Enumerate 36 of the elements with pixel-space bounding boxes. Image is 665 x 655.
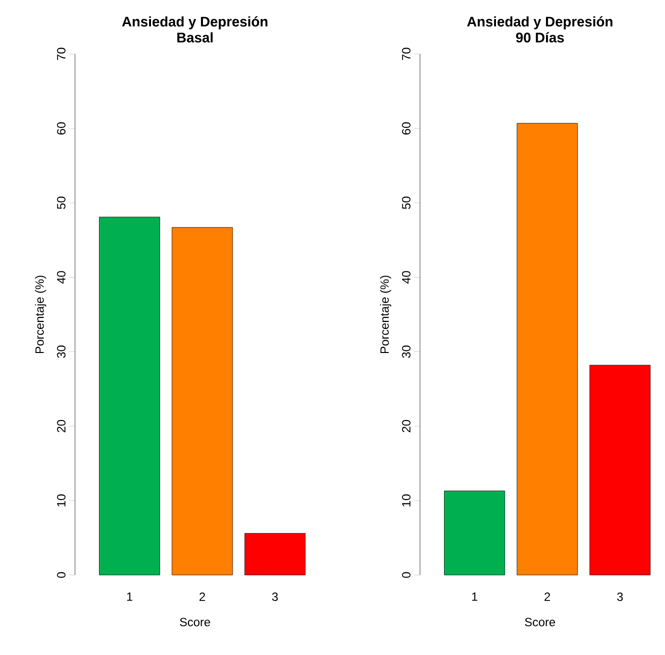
chart-title: Ansiedad y Depresión	[467, 16, 612, 30]
x-tick-label: 3	[617, 592, 623, 601]
x-tick-label: 1	[472, 592, 478, 601]
bar	[516, 123, 578, 576]
y-tick-label: 0	[402, 572, 410, 578]
chart-subtitle: 90 Días	[516, 32, 564, 43]
y-tick-label: 20	[57, 420, 66, 432]
bar	[590, 364, 650, 576]
y-axis-title: Porcentaje (%)	[380, 276, 392, 354]
chart-subtitle: Basal	[177, 32, 213, 43]
bar	[244, 533, 306, 576]
chart-title: Ansiedad y Depresión	[122, 16, 268, 30]
y-tick-label: 70	[402, 48, 410, 60]
x-axis-title: Score	[524, 618, 556, 626]
y-tick-label: 60	[402, 122, 410, 134]
y-tick-label: 10	[57, 494, 66, 506]
y-tick-label: 30	[402, 346, 410, 358]
y-tick-label: 0	[57, 572, 66, 578]
y-tick-label: 40	[57, 271, 66, 284]
y-tick-label: 70	[57, 48, 66, 60]
y-tick-label: 60	[57, 122, 66, 134]
bar	[444, 490, 506, 576]
x-tick-label: 2	[544, 592, 550, 601]
x-tick-label: 3	[272, 592, 278, 601]
y-tick-label: 40	[402, 271, 410, 284]
bar	[172, 227, 233, 576]
x-tick-label: 1	[127, 592, 132, 601]
y-tick-label: 30	[57, 346, 66, 358]
y-tick-label: 50	[57, 196, 66, 210]
x-tick-label: 2	[200, 592, 205, 601]
y-tick-label: 10	[402, 494, 410, 506]
y-axis-title: Porcentaje (%)	[35, 276, 46, 354]
y-tick-label: 20	[402, 420, 410, 432]
x-axis-title: Score	[180, 618, 210, 626]
bar	[99, 216, 160, 576]
y-tick-label: 50	[402, 196, 410, 210]
